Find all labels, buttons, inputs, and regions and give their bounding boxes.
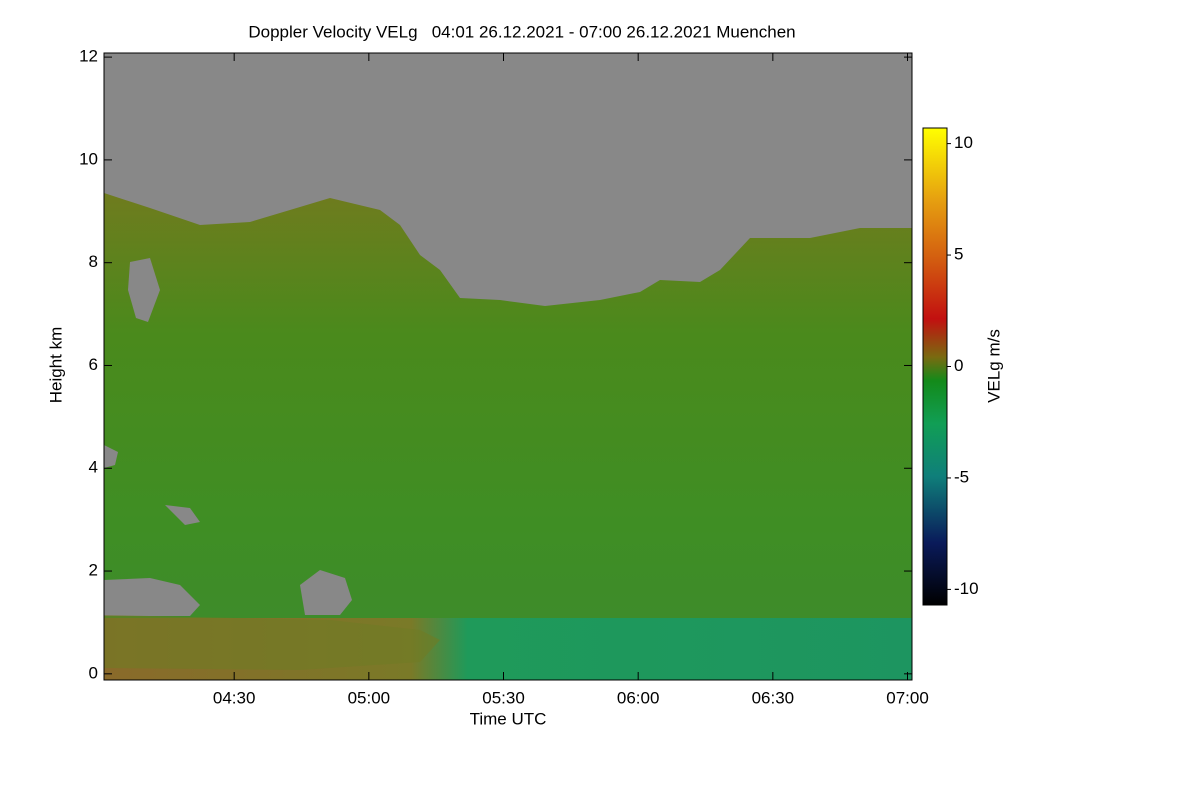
colorbar-tick-label: -10 — [954, 579, 979, 598]
heatmap — [104, 53, 912, 680]
colorbar-tick-label: -5 — [954, 467, 969, 486]
y-tick-label: 10 — [79, 149, 98, 168]
x-tick-label: 04:30 — [213, 688, 256, 707]
x-tick-label: 06:00 — [617, 688, 660, 707]
y-tick-label: 12 — [79, 47, 98, 66]
x-tick-label: 06:30 — [752, 688, 795, 707]
y-tick-label: 6 — [89, 355, 98, 374]
x-axis-label: Time UTC — [470, 709, 547, 728]
y-tick-label: 8 — [89, 252, 98, 271]
chart-title: Doppler Velocity VELg 04:01 26.12.2021 -… — [248, 22, 795, 41]
y-tick-label: 2 — [89, 561, 98, 580]
plot-frame — [103, 52, 913, 681]
x-tick-label: 07:00 — [886, 688, 929, 707]
colorbar-tick-label: 10 — [954, 133, 973, 152]
y-tick-label: 4 — [89, 458, 98, 477]
colorbar-label: VELg m/s — [984, 329, 1003, 403]
colorbar-tick-label: 5 — [954, 245, 963, 264]
y-tick-label: 0 — [89, 663, 98, 682]
x-tick-label: 05:00 — [348, 688, 391, 707]
y-axis-label: Height km — [46, 327, 65, 404]
colorbar — [922, 127, 948, 606]
x-tick-label: 05:30 — [482, 688, 525, 707]
colorbar-tick-label: 0 — [954, 356, 963, 375]
